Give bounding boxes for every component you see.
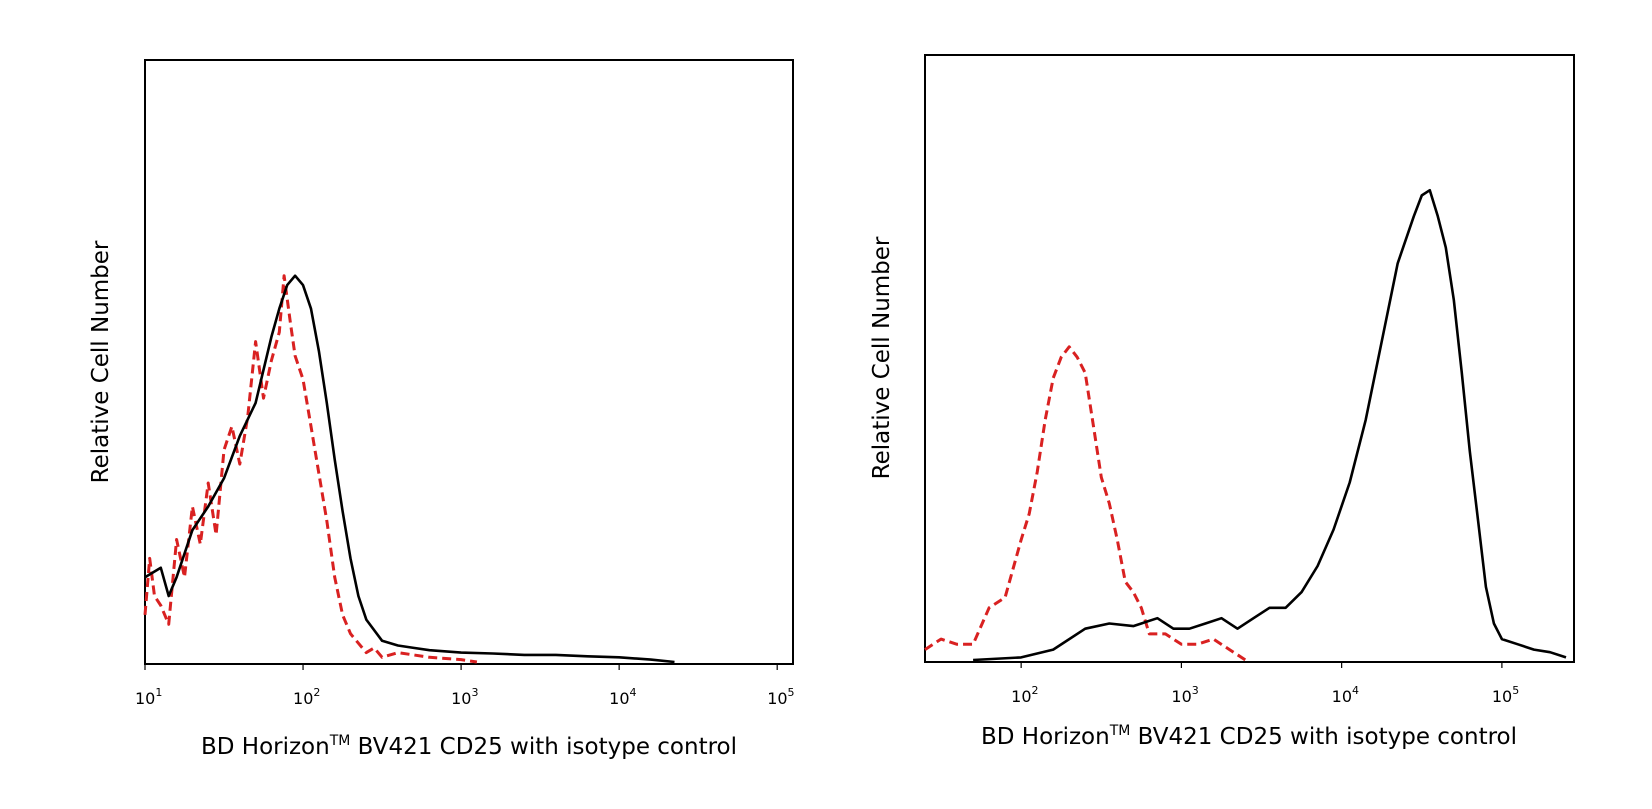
x-tick-label-exponent: 3 bbox=[471, 686, 478, 699]
isotype-control-histogram-line bbox=[143, 274, 478, 664]
left-y-axis-label: Relative Cell Number bbox=[88, 240, 114, 483]
x-tick-label-exponent: 4 bbox=[1352, 684, 1359, 697]
x-tick-label: 104 bbox=[609, 686, 636, 708]
x-tick-label-base: 10 bbox=[1332, 687, 1352, 706]
right-plot-frame bbox=[924, 54, 1575, 663]
right-x-label-rest: BV421 CD25 with isotype control bbox=[1130, 724, 1517, 750]
x-tick-label-base: 10 bbox=[1171, 687, 1191, 706]
x-tick-label-exponent: 5 bbox=[788, 686, 795, 699]
x-tick-label-exponent: 2 bbox=[313, 686, 320, 699]
left-histogram-panel: 101 102 103 104 105 Relative Cell Number BD … bbox=[60, 25, 820, 785]
isotype-control-histogram-line bbox=[924, 345, 1247, 662]
x-tick-label: 105 bbox=[1492, 684, 1519, 706]
x-tick-label-exponent: 2 bbox=[1032, 684, 1039, 697]
right-x-label-main: BD Horizon bbox=[981, 724, 1110, 750]
left-x-label-rest: BV421 CD25 with isotype control bbox=[350, 734, 737, 760]
left-curves bbox=[143, 274, 675, 664]
left-x-label-superscript: TM bbox=[329, 733, 351, 749]
right-curves bbox=[924, 188, 1567, 662]
x-tick-label-base: 10 bbox=[135, 689, 155, 708]
x-tick-label-base: 10 bbox=[767, 689, 787, 708]
x-tick-label-base: 10 bbox=[609, 689, 629, 708]
left-plot-frame bbox=[144, 59, 794, 665]
right-x-label-superscript: TM bbox=[1109, 723, 1131, 739]
x-tick-label-exponent: 1 bbox=[155, 686, 162, 699]
x-tick-label-base: 10 bbox=[1492, 687, 1512, 706]
x-tick-label-exponent: 4 bbox=[630, 686, 637, 699]
x-tick-label-base: 10 bbox=[451, 689, 471, 708]
x-tick-label: 102 bbox=[293, 686, 320, 708]
left-x-label-main: BD Horizon bbox=[201, 734, 330, 760]
right-y-axis-label: Relative Cell Number bbox=[869, 236, 895, 479]
left-panel-background bbox=[60, 25, 820, 785]
x-tick-label: 103 bbox=[1171, 684, 1198, 706]
x-tick-label: 101 bbox=[135, 686, 162, 708]
x-tick-label-base: 10 bbox=[293, 689, 313, 708]
x-tick-label: 102 bbox=[1011, 684, 1038, 706]
x-tick-label: 105 bbox=[767, 686, 794, 708]
right-x-axis-ticks: 102 103 104 105 bbox=[1011, 662, 1519, 706]
x-tick-label-exponent: 3 bbox=[1192, 684, 1199, 697]
cd25-histogram-line bbox=[973, 188, 1567, 662]
right-panel-background bbox=[840, 25, 1600, 785]
left-x-axis-ticks: 101 102 103 104 105 bbox=[135, 664, 795, 708]
x-tick-label-base: 10 bbox=[1011, 687, 1031, 706]
left-x-axis-label: BD HorizonTM BV421 CD25 with isotype con… bbox=[201, 733, 737, 760]
cd25-histogram-line bbox=[144, 274, 675, 664]
x-tick-label-exponent: 5 bbox=[1512, 684, 1519, 697]
right-x-axis-label: BD HorizonTM BV421 CD25 with isotype con… bbox=[981, 723, 1517, 750]
right-histogram-panel: 102 103 104 105 Relative Cell Number BD Hor… bbox=[840, 25, 1600, 785]
x-tick-label: 104 bbox=[1332, 684, 1359, 706]
x-tick-label: 103 bbox=[451, 686, 478, 708]
